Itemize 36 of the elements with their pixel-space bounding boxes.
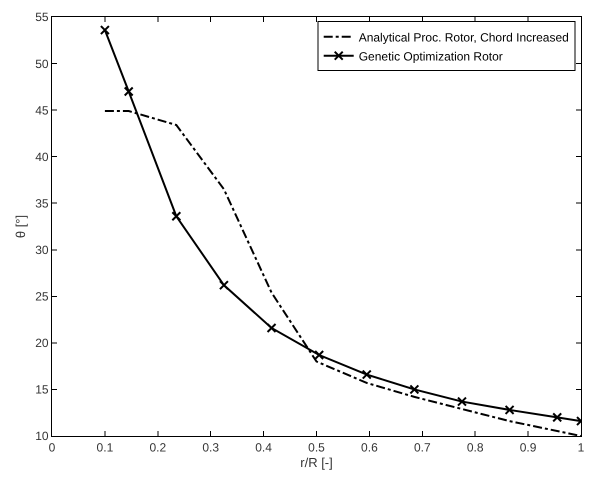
y-tick-label: 50 [35, 56, 49, 71]
point [266, 322, 277, 333]
legend-label: Analytical Proc. Rotor, Chord Increased [358, 30, 569, 44]
point [314, 350, 324, 360]
y-tick-label: 15 [35, 382, 49, 397]
x-tick-label: 0.5 [308, 440, 326, 454]
y-tick-label: 35 [35, 196, 49, 210]
y-tick-label: 10 [35, 429, 49, 444]
legend-label: Genetic Optimization Rotor [358, 49, 503, 64]
point [100, 25, 110, 36]
point [124, 86, 134, 96]
y-tick-label: 55 [35, 10, 49, 24]
point [362, 370, 372, 380]
point [171, 211, 182, 222]
x-tick-label: 0.8 [466, 440, 484, 454]
y-tick-label: 45 [35, 103, 49, 118]
x-tick-label: 0.3 [202, 440, 220, 454]
x-tick-label: 0.9 [520, 440, 537, 454]
x-tick-label: 0 [48, 440, 56, 454]
y-tick-label: 25 [35, 290, 49, 304]
x-tick-label: 0.1 [96, 440, 114, 454]
x-tick-label: 0.6 [361, 440, 378, 454]
x-tick-label: 0.7 [414, 440, 431, 454]
point [409, 384, 420, 394]
point [456, 396, 467, 407]
x-tick-label: 0.2 [149, 440, 166, 454]
point [552, 412, 562, 422]
y-tick-label: 20 [35, 336, 49, 350]
x-tick-label: 0.4 [255, 440, 272, 454]
x-tick-label: 1 [578, 440, 585, 454]
y-axis-title: θ [°] [13, 214, 28, 238]
y-tick-label: 40 [35, 150, 49, 164]
point [218, 280, 229, 290]
x-axis-title: r/R [-] [300, 455, 333, 470]
y-tick-label: 30 [35, 242, 49, 257]
point [504, 404, 515, 415]
